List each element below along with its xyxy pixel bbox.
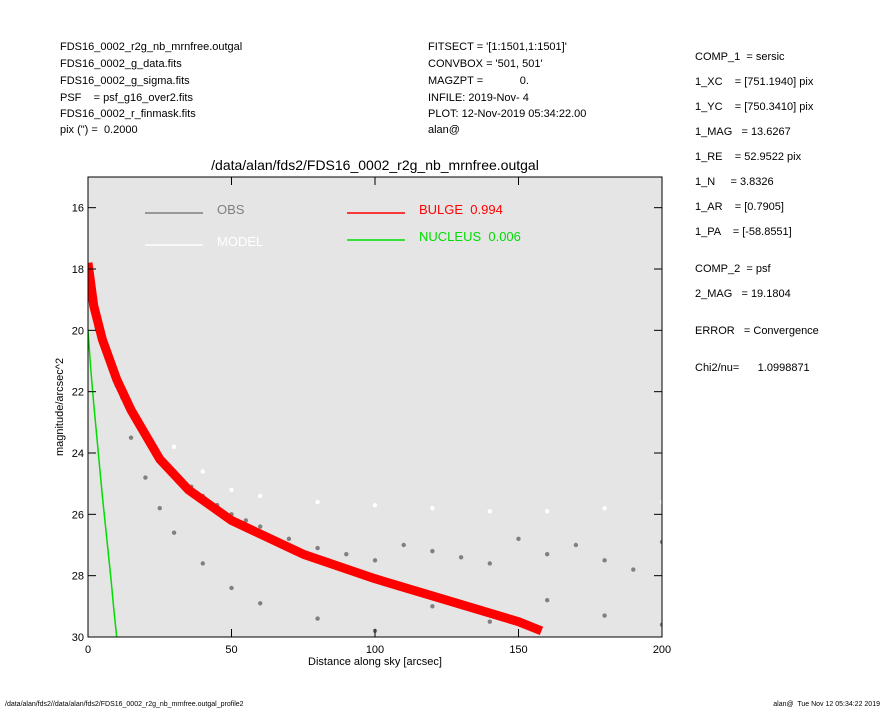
point	[258, 493, 263, 499]
point	[602, 558, 607, 563]
y-tick-label: 22	[72, 387, 84, 399]
point	[229, 585, 234, 591]
point	[229, 487, 234, 492]
footer-right: alan@ Tue Nov 12 05:34:22 2019	[773, 701, 880, 708]
footer-left: /data/alan/fds2//data/alan/fds2/FDS16_00…	[5, 701, 244, 708]
header-line: FDS16_0002_r_finmask.fits	[60, 108, 196, 120]
param-line: 1_YC = [750.3410] pix	[695, 101, 814, 113]
point	[200, 561, 205, 566]
param-line: 1_AR = [0.7905]	[695, 201, 784, 213]
point	[200, 469, 205, 474]
point	[315, 545, 320, 551]
point	[315, 616, 320, 621]
y-tick-label: 26	[72, 509, 84, 521]
header-line: alan@	[428, 124, 460, 136]
point	[243, 518, 249, 523]
header-line: FDS16_0002_r2g_nb_mrnfree.outgal	[60, 41, 242, 53]
y-tick-label: 28	[72, 571, 84, 583]
y-tick-label: 20	[72, 325, 84, 337]
point	[157, 506, 162, 511]
param-line: Chi2/nu= 1.0998871	[695, 362, 810, 374]
point	[430, 548, 435, 554]
point	[372, 502, 378, 508]
header-line: pix (") = 0.2000	[60, 124, 138, 136]
header-line: INFILE: 2019-Nov- 4	[428, 92, 529, 104]
x-tick-label: 150	[509, 644, 527, 656]
header-line: PSF = psf_g16_over2.fits	[60, 92, 193, 104]
point	[143, 475, 148, 480]
point	[372, 558, 378, 563]
point	[602, 613, 607, 618]
point	[171, 444, 177, 450]
header-line: FDS16_0002_g_sigma.fits	[60, 75, 190, 87]
point	[286, 536, 292, 542]
header-line: MAGZPT = 0.	[428, 75, 529, 87]
point	[315, 499, 320, 505]
point	[258, 601, 263, 606]
point	[487, 509, 492, 514]
point	[171, 530, 177, 535]
point	[659, 539, 662, 545]
param-line: 1_N = 3.8326	[695, 176, 774, 188]
legend-label: NUCLEUS 0.006	[419, 229, 521, 244]
legend-label: MODEL	[217, 234, 263, 249]
point	[128, 435, 134, 440]
y-tick-label: 30	[72, 632, 84, 644]
point	[430, 604, 435, 609]
point	[430, 506, 435, 511]
param-line: 1_RE = 52.9522 pix	[695, 151, 802, 163]
chart-title: /data/alan/fds2/FDS16_0002_r2g_nb_mrnfre…	[211, 157, 539, 173]
x-axis-label: Distance along sky [arcsec]	[308, 656, 442, 668]
header-line: PLOT: 12-Nov-2019 05:34:22.00	[428, 108, 586, 120]
header-line: FITSECT = '[1:1501,1:1501]'	[428, 41, 567, 53]
model-line	[88, 330, 118, 637]
param-line: 2_MAG = 19.1804	[695, 288, 791, 300]
point	[258, 524, 263, 529]
point	[631, 567, 636, 572]
param-line: 1_PA = [-58.8551]	[695, 226, 792, 238]
point	[344, 552, 349, 557]
point	[545, 552, 550, 557]
legend-label: BULGE 0.994	[419, 202, 503, 217]
point	[458, 555, 464, 560]
model-band	[88, 262, 544, 636]
point	[401, 542, 406, 548]
param-line: ERROR = Convergence	[695, 325, 819, 337]
plot-background	[88, 177, 662, 637]
point	[545, 509, 550, 514]
header-line: FDS16_0002_g_data.fits	[60, 58, 182, 70]
point	[516, 536, 521, 542]
point	[659, 499, 662, 505]
param-line: COMP_1 = sersic	[695, 51, 785, 63]
point	[487, 561, 492, 566]
point	[545, 598, 550, 603]
y-axis-label: magnitude/arcsec^2	[54, 358, 66, 456]
param-line: 1_XC = [751.1940] pix	[695, 76, 814, 88]
param-line: 1_MAG = 13.6267	[695, 126, 791, 138]
x-tick-label: 200	[653, 644, 671, 656]
y-tick-label: 16	[72, 203, 84, 215]
x-tick-label: 100	[366, 644, 384, 656]
point	[602, 506, 607, 511]
y-tick-label: 18	[72, 264, 84, 276]
x-tick-label: 0	[85, 644, 91, 656]
point	[573, 542, 579, 548]
point	[487, 619, 492, 624]
y-tick-label: 24	[72, 448, 84, 460]
param-line: COMP_2 = psf	[695, 263, 771, 275]
header-line: CONVBOX = '501, 501'	[428, 58, 543, 70]
x-tick-label: 50	[225, 644, 237, 656]
legend-label: OBS	[217, 202, 245, 217]
point	[659, 622, 662, 627]
plot-area	[88, 262, 662, 637]
